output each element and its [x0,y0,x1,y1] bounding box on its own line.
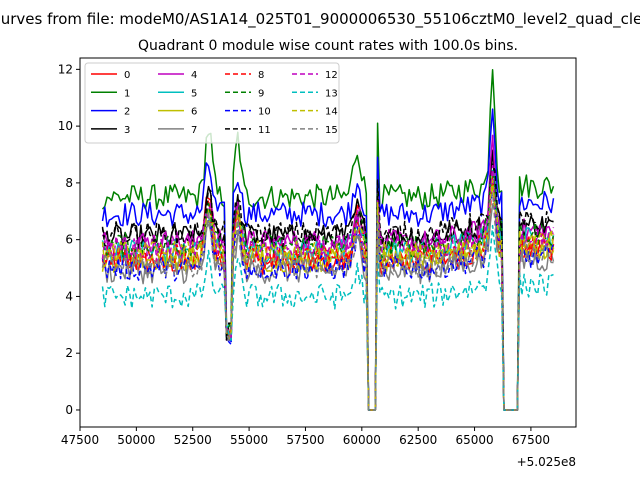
y-tick-label: 10 [58,119,73,133]
legend-label-5: 5 [191,88,197,99]
axis-layer: 47500 50000 52500 55000 57500 60000 62500 65000… [58,62,550,447]
legend-box [84,62,340,144]
x-tick-label: 50000 [117,433,155,447]
y-tick-label: 12 [58,62,73,76]
plot-frame [79,57,577,428]
series-line-9 [101,172,555,411]
series-line-2 [101,108,555,411]
legend-label-14: 14 [325,107,338,118]
y-tick-label: 6 [65,233,73,247]
legend-label-6: 6 [191,107,197,118]
x-tick-label: 47500 [61,433,99,447]
y-tick-label: 0 [65,403,73,417]
legend-label-3: 3 [124,125,130,136]
series-line-11 [101,163,554,411]
series-line-14 [101,179,555,411]
legend-label-13: 13 [325,88,338,99]
x-tick-label: 60000 [343,433,381,447]
x-tick-label: 65000 [455,433,493,447]
chart-title: Quadrant 0 module wise count rates with … [138,38,518,54]
legend-label-10: 10 [258,107,271,118]
legend-label-1: 1 [124,88,130,99]
y-tick-label: 4 [65,289,73,303]
x-tick-label: 67500 [512,433,550,447]
legend-label-8: 8 [258,70,264,81]
x-tick-label: 55000 [230,433,268,447]
x-tick-label: 57500 [286,433,324,447]
figure-suptitle: Light curves from file: modeM0/AS1A14_02… [0,10,640,29]
series-line-10 [101,193,555,411]
x-offset-label: +5.025e8 [517,455,576,469]
legend-label-0: 0 [124,70,130,81]
y-tick-label: 2 [65,346,73,360]
legend-label-9: 9 [258,88,264,99]
legend-label-12: 12 [325,70,338,81]
y-tick-label: 8 [65,176,73,190]
legend-label-4: 4 [191,70,197,81]
legend-label-7: 7 [191,125,197,136]
x-tick-label: 52500 [174,433,212,447]
legend-label-11: 11 [258,125,271,136]
legend-label-2: 2 [124,107,130,118]
series-line-15 [101,192,554,411]
series-layer [101,69,555,411]
x-tick-label: 62500 [399,433,437,447]
series-line-12 [101,164,555,411]
legend-label-15: 15 [325,125,338,136]
